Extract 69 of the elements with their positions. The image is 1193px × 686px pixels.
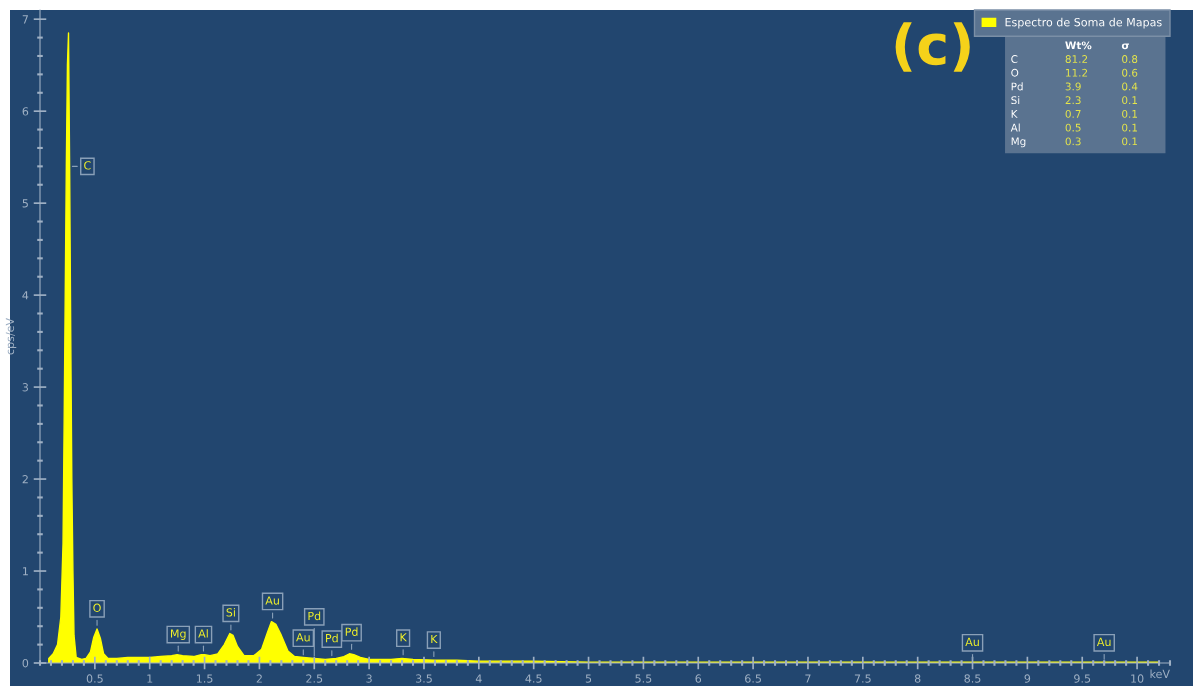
annotation: 0.5 [1065, 123, 1081, 132]
x-tick-label: 4.5 [525, 674, 542, 683]
y-axis-title: cps/eV [5, 318, 17, 355]
x-tick-label: 10 [1131, 674, 1144, 683]
annotation: Au [1096, 637, 1111, 647]
annotation: Si [226, 608, 235, 617]
annotation: O [93, 603, 101, 613]
x-tick-label: 5.5 [635, 674, 652, 683]
annotation: 0.3 [1065, 137, 1081, 146]
annotation: 0.4 [1122, 82, 1138, 91]
annotation: Mg [1011, 137, 1026, 148]
y-tick-label: 1 [23, 567, 28, 576]
x-tick-label: 4 [475, 674, 482, 683]
annotation: 0.6 [1122, 68, 1138, 77]
annotation: (c) [895, 22, 970, 72]
annotation: Si [1011, 96, 1020, 105]
annotation: Mg [171, 629, 186, 640]
legend-label: Espectro de Soma de Mapas [1005, 17, 1162, 29]
x-tick-label: 7 [805, 674, 811, 683]
annotation: σ [1121, 43, 1129, 50]
x-tick-label: 7.5 [854, 674, 871, 683]
annotation: 0.1 [1122, 137, 1138, 146]
x-tick-label: 8 [914, 674, 921, 683]
x-tick-label: 6.5 [745, 674, 761, 683]
x-tick-label: 9 [1024, 674, 1031, 683]
y-tick-label: 4 [22, 291, 29, 300]
annotation: 11.2 [1066, 68, 1088, 77]
x-axis-title: keV [1150, 669, 1170, 679]
annotation: 81.2 [1065, 55, 1088, 63]
y-tick-label: 6 [22, 107, 29, 116]
x-tick-label: 6 [695, 674, 702, 683]
annotation: C [84, 161, 91, 170]
annotation: K [400, 633, 408, 642]
annotation: 0.1 [1122, 96, 1138, 105]
annotation: Pd [326, 633, 338, 643]
annotation: K [431, 635, 438, 644]
x-tick-label: 0.5 [86, 674, 103, 683]
x-tick-label: 1.5 [196, 674, 213, 683]
annotation: K [1011, 110, 1018, 118]
x-tick-label: 3.5 [415, 674, 432, 683]
annotation: 0.1 [1122, 123, 1138, 132]
x-tick-label: 8.5 [964, 674, 981, 683]
x-tick-label: 3 [366, 674, 372, 683]
annotation: Au [965, 637, 979, 647]
x-tick-label: 2 [256, 674, 262, 683]
x-tick-label: 5 [585, 674, 592, 683]
x-tick-label: 2.5 [306, 674, 323, 683]
annotation: 0.7 [1065, 109, 1081, 118]
annotation: 0.8 [1122, 55, 1138, 63]
x-tick-label: 1 [147, 674, 153, 683]
annotation: Al [1010, 123, 1020, 132]
x-tick-label: 9.5 [1074, 674, 1091, 683]
annotation: Au [265, 596, 279, 605]
y-tick-label: 3 [22, 383, 28, 392]
annotation: 2.3 [1065, 96, 1081, 105]
annotation: Pd [1011, 82, 1023, 91]
annotation: 3.9 [1065, 82, 1081, 91]
annotation: Pd [345, 627, 358, 636]
annotation: Al [198, 629, 208, 638]
annotation: C [1011, 55, 1018, 63]
annotation: 0.1 [1122, 109, 1138, 118]
annotation: Wt% [1065, 41, 1092, 50]
y-tick-label: 5 [22, 199, 28, 208]
y-tick-label: 7 [22, 15, 28, 24]
annotation: O [1011, 68, 1019, 77]
y-tick-label: 0 [22, 658, 29, 668]
y-tick-label: 2 [22, 475, 28, 484]
annotation: Pd [308, 611, 321, 621]
annotation: Au [296, 633, 310, 642]
